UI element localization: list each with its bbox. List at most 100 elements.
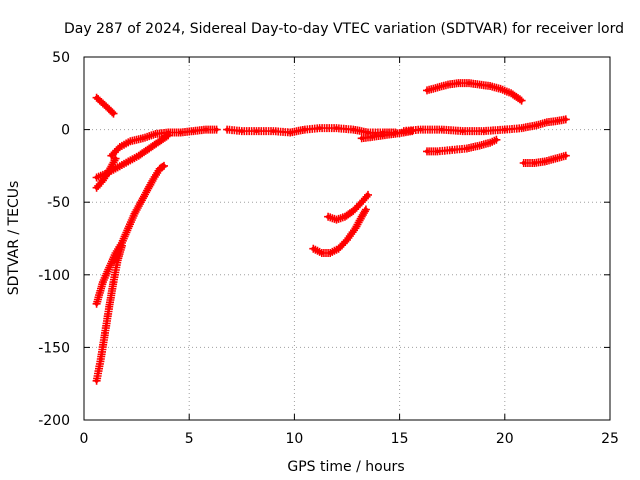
data-point [351,208,356,213]
data-point [94,301,99,306]
data-point [534,123,539,128]
data-series-arc-13 [324,190,372,224]
data-point [488,84,493,88]
data-point [553,156,558,161]
data-point [336,246,341,251]
y-tick-label: -200 [38,413,70,429]
data-series-arc-7 [223,124,400,137]
data-point [107,107,112,112]
data-point [140,136,145,141]
data-point [460,129,465,134]
data-point [157,139,162,144]
data-point [498,86,503,91]
data-point [103,330,107,335]
data-point [435,149,440,154]
data-point [563,153,568,158]
data-point [225,127,230,132]
data-point [115,258,120,263]
data-series-arc-6 [92,241,126,385]
data-series-arc-12 [519,151,570,167]
data-point [544,120,549,125]
data-point [94,95,99,100]
data-point [353,226,358,231]
data-point [477,143,482,148]
x-tick-label: 15 [391,431,409,447]
data-point [132,211,137,216]
x-tick-label: 5 [185,431,194,447]
data-point [136,153,141,158]
data-point [105,171,110,176]
data-point [450,147,455,152]
data-point [109,153,114,158]
data-point [488,140,493,145]
data-point [439,127,444,132]
data-point [94,378,99,383]
y-tick-label: -100 [38,268,70,284]
data-point [345,238,349,242]
data-point [334,217,339,222]
data-point [311,246,316,251]
data-point [204,127,208,132]
data-point [519,98,524,103]
data-point [326,214,331,219]
data-point [254,129,259,134]
data-point [98,357,103,361]
data-point [107,265,112,270]
data-point [214,127,219,132]
data-point [359,136,364,141]
data-series-arc-10 [423,79,526,105]
data-point [271,129,276,134]
data-point [509,91,514,96]
data-point [521,161,526,165]
data-point [359,214,364,219]
data-point [359,200,364,205]
y-tick-label: -50 [47,195,70,211]
y-tick-label: -150 [38,340,70,356]
data-point [418,127,423,132]
data-point [100,178,105,183]
data-series-arc-11 [423,135,501,156]
data-point [481,129,486,134]
data-point [288,130,293,135]
data-point [317,126,322,131]
data-point [334,126,339,131]
data-point [302,127,307,132]
y-tick-label: 0 [61,123,70,139]
data-point [147,146,152,151]
data-point [113,156,118,161]
data-point [477,82,482,87]
data-point [138,200,143,205]
data-point [563,117,568,122]
tick-labels: 0 5 10 15 20 25 -200 -150 -100 -50 0 50 [38,50,619,447]
data-point [151,177,156,181]
data-point [153,132,158,136]
data-point [467,81,471,86]
data-point [126,226,131,231]
data-point [435,85,440,90]
data-point [370,134,375,139]
data-point [145,188,150,193]
data-point [178,130,183,135]
axis-ticks [83,56,611,421]
data-point [532,161,537,165]
data-point [94,175,99,180]
data-layer [92,79,570,385]
data-point [401,129,406,134]
data-point [239,129,244,134]
data-point [464,146,469,151]
data-point [157,166,162,171]
data-point [128,139,133,144]
data-point [494,137,499,142]
x-tick-label: 10 [285,431,303,447]
data-series-arc-14 [309,205,370,257]
data-point [456,81,461,86]
data-point [319,251,324,255]
y-axis-label: SDTVAR / TECUs [6,181,22,296]
data-point [351,127,356,132]
data-point [391,132,396,136]
y-tick-label: 50 [52,50,70,66]
plot-frame [83,56,611,421]
data-point [117,145,122,149]
data-point [191,129,196,134]
